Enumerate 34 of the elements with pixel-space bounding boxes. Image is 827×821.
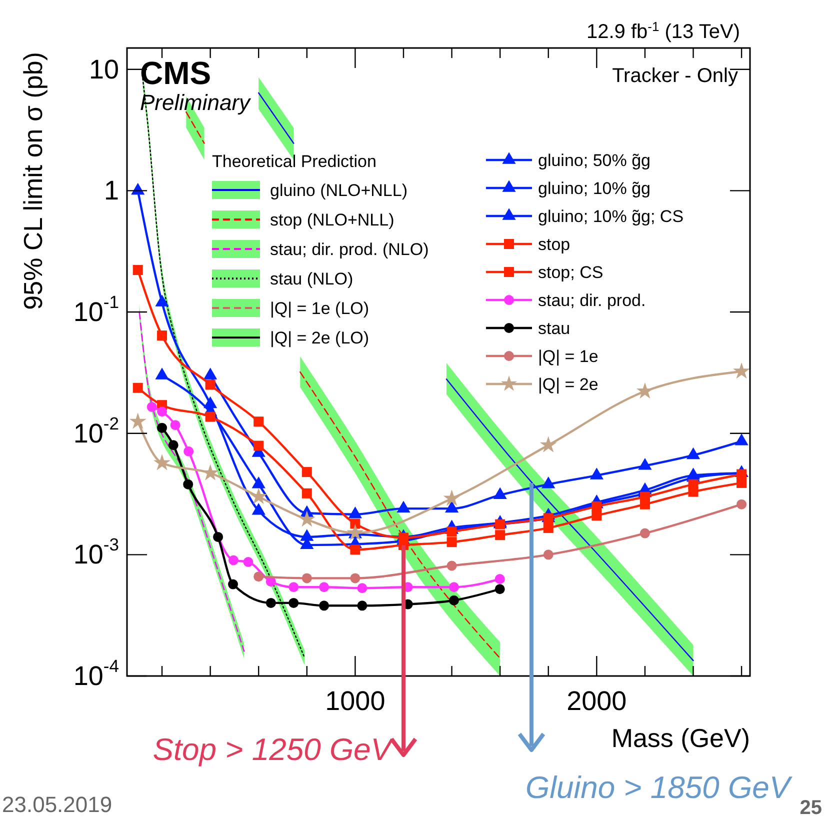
legend-label: gluino; 50% g̃g [538, 151, 650, 170]
y-axis-title: 95% CL limit on σ (pb) [18, 52, 48, 310]
legend-label: stau; dir. prod. (NLO) [270, 240, 429, 259]
annotation: Tracker - Only [612, 65, 738, 87]
annotation: Stop > 1250 GeV [152, 732, 395, 767]
legend-title: Theoretical Prediction [212, 152, 376, 171]
annotation: Preliminary [140, 90, 252, 115]
x-axis-title: Mass (GeV) [611, 723, 750, 753]
text: 25 [800, 797, 822, 819]
legend-label: |Q| = 1e (LO) [270, 299, 370, 318]
legend-label: stop (NLO+NLL) [270, 210, 394, 230]
legend-label: stau; dir. prod. [538, 291, 646, 310]
legend-label: |Q| = 1e [538, 347, 598, 366]
legend-label: stau (NLO) [270, 270, 354, 288]
text: 23.05.2019 [2, 792, 112, 817]
chart-title: 12.9 fb$^{-1}$ (13 TeV) [586, 18, 740, 43]
legend-label: gluino; 10% g̃g [538, 179, 650, 198]
x-tick-label: 2000 [566, 686, 627, 716]
y-tick-label: 10$^{-1}$ [73, 292, 119, 328]
annotation: CMS [140, 55, 212, 91]
y-tick-label: 10 [88, 54, 119, 84]
y-tick-label: 10$^{-2}$ [73, 413, 119, 448]
legend-label: |Q| = 2e [538, 375, 598, 394]
y-tick-label: 1 [104, 176, 119, 206]
y-tick-label: 10$^{-4}$ [73, 656, 120, 691]
legend-label: gluino; 10% g̃g; CS [538, 207, 684, 226]
legend-label: gluino (NLO+NLL) [270, 181, 408, 200]
x-tick-label: 1000 [325, 686, 386, 716]
legend-label: |Q| = 2e (LO) [270, 328, 370, 348]
legend-label: stop; CS [538, 263, 604, 282]
y-tick-label: 10$^{-3}$ [73, 534, 119, 570]
annotation: Gluino > 1850 GeV [525, 770, 794, 805]
legend-label: stau [538, 319, 570, 338]
legend-label: stop [538, 235, 570, 254]
